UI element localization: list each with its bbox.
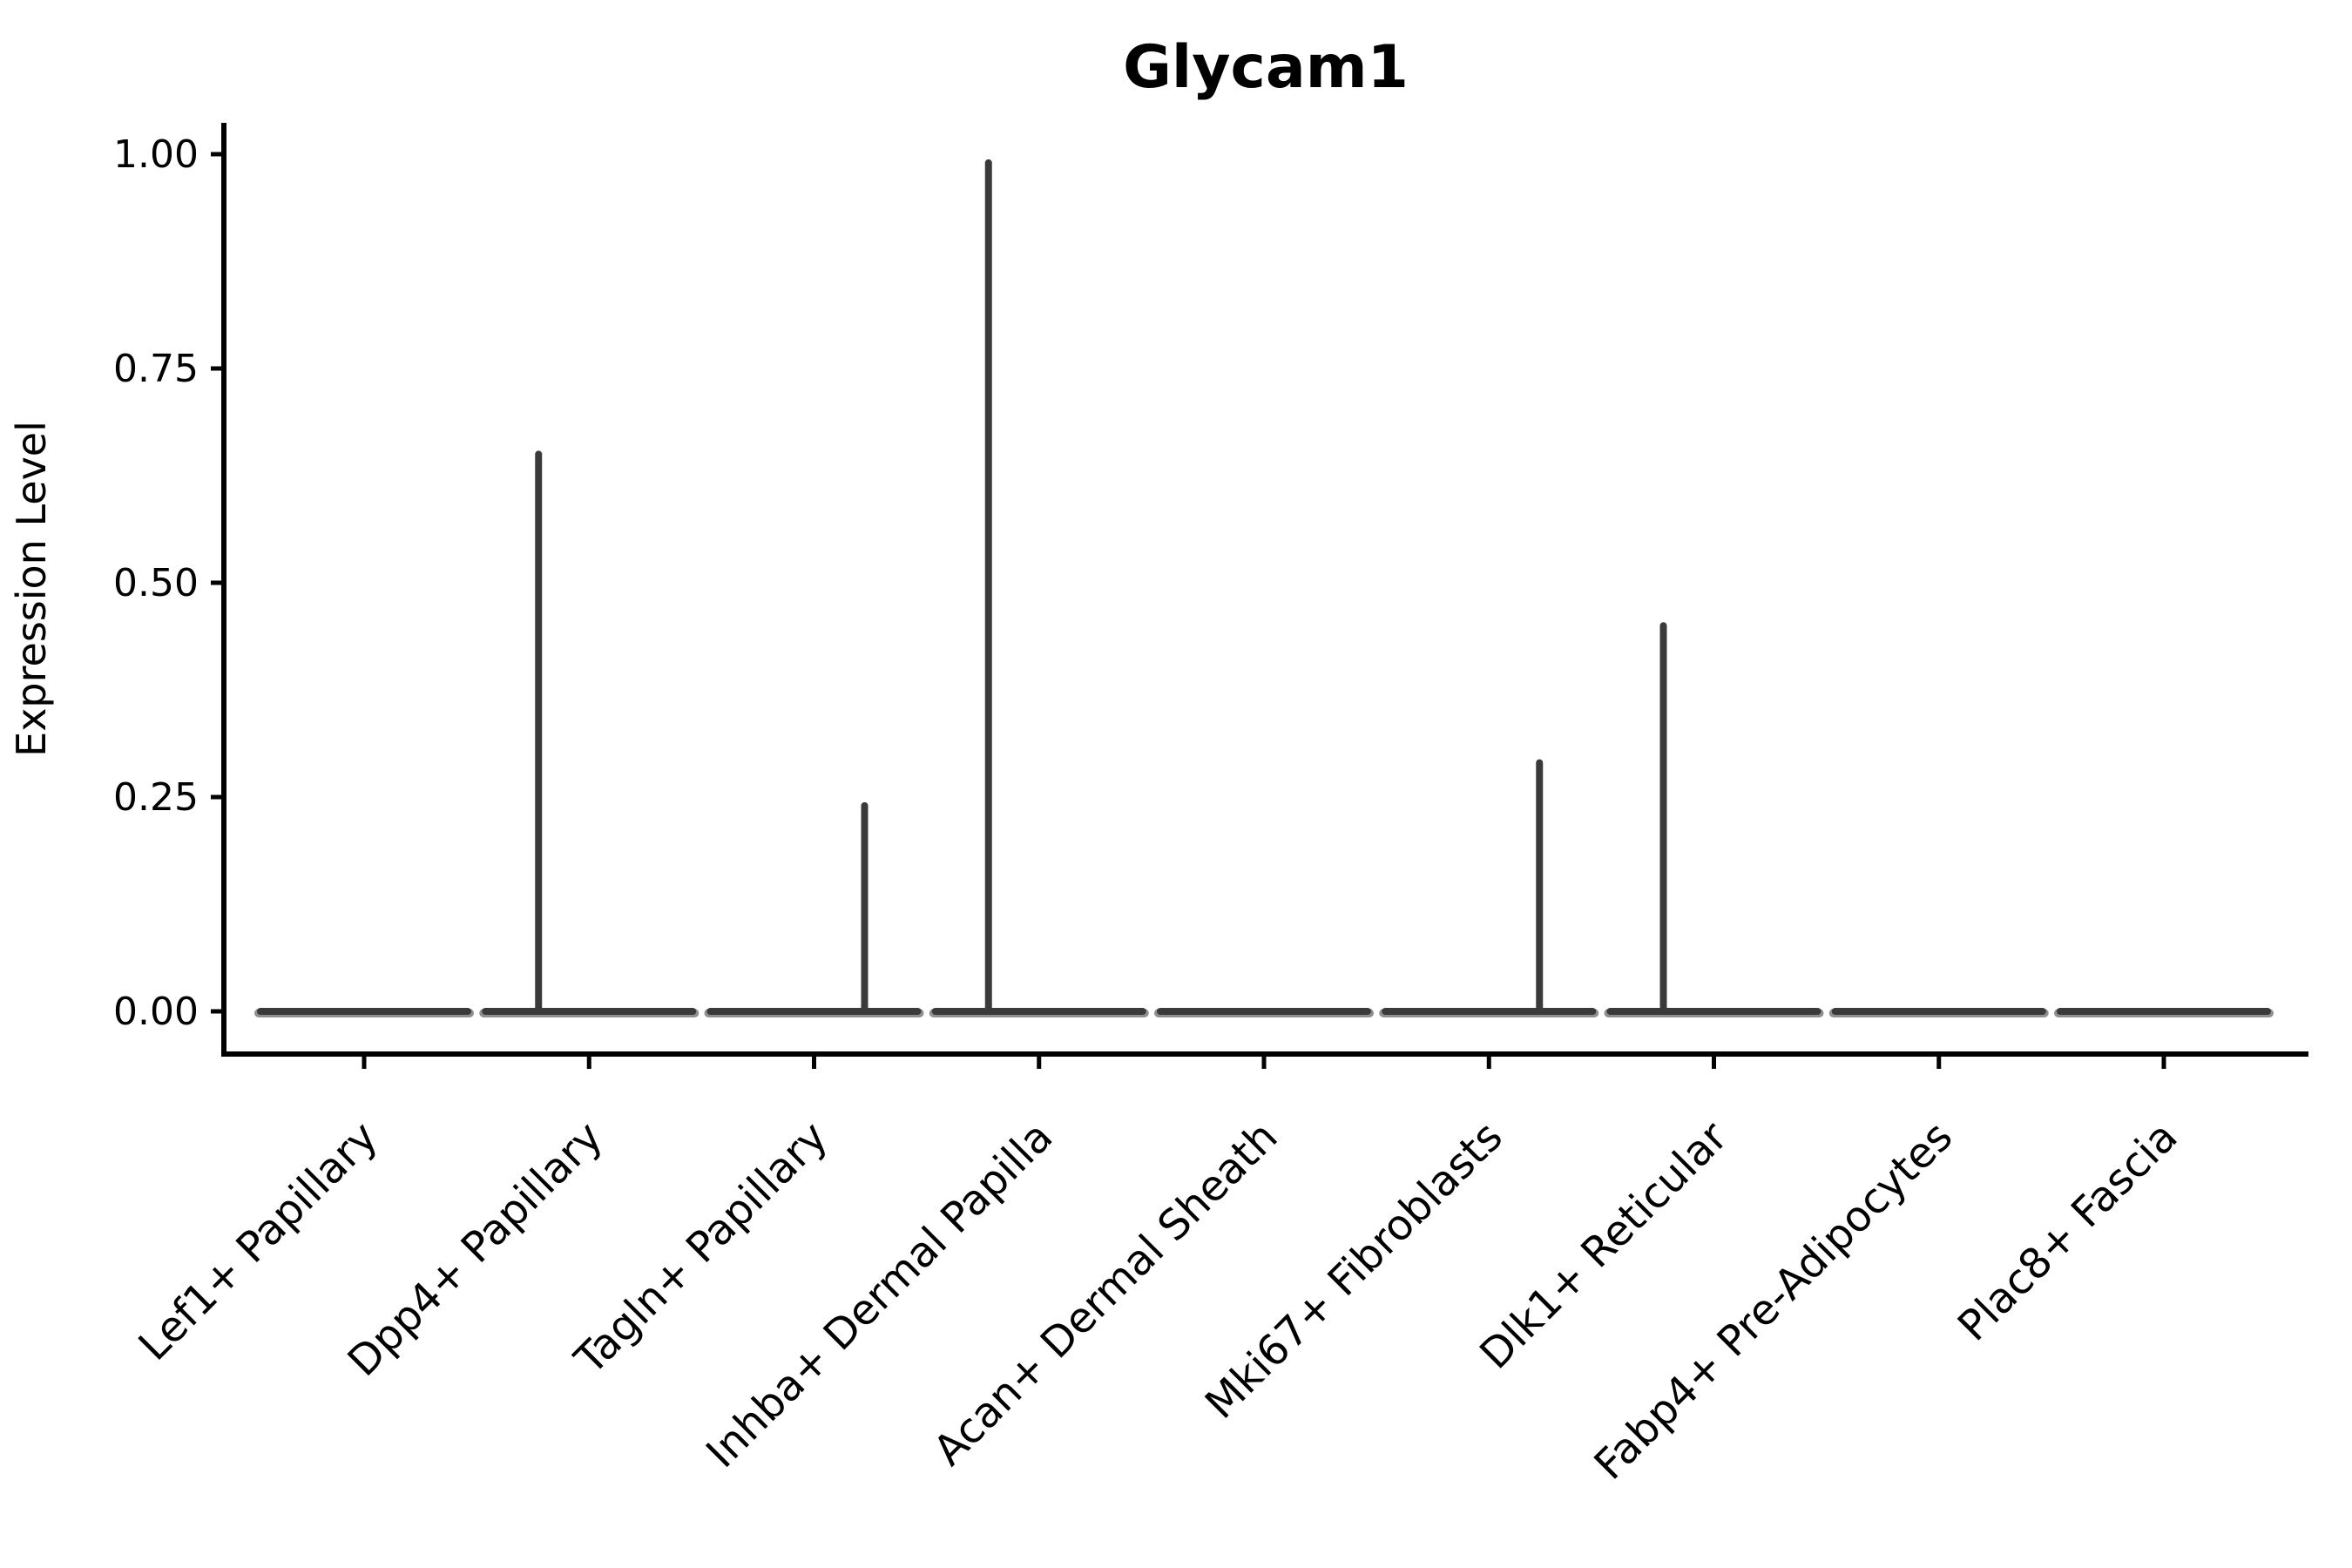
violin-dlk1-reticular (1604, 622, 1824, 1017)
x-tick-label-dlk1-reticular: Dlk1+ Reticular (1470, 1112, 1737, 1379)
axes (221, 123, 2308, 1057)
y-tick-label: 0.25 (113, 775, 199, 820)
violin-acan-dermal-sheath (1154, 1008, 1374, 1017)
violin-tagln-papillary (704, 801, 924, 1017)
y-tick-label: 0.00 (113, 990, 199, 1034)
violin-fabp4-pre-adipocytes (1828, 1008, 2049, 1017)
violin-dpp4-papillary (479, 450, 700, 1017)
x-tick-label-fabp4-pre-adipocytes: Fabp4+ Pre-Adipocytes (1585, 1112, 1963, 1490)
violins (254, 159, 2274, 1017)
y-axis-ticks: 0.00 0.25 0.50 0.75 1.00 (113, 132, 224, 1034)
y-tick-label: 0.75 (113, 347, 199, 391)
x-tick-label-plac8-fascia: Plac8+ Fascia (1949, 1112, 2187, 1351)
y-tick-label: 1.00 (113, 132, 199, 177)
y-axis-label: Expression Level (8, 421, 55, 757)
violin-inhba-dermal-papilla (929, 159, 1149, 1017)
violin-plac8-fascia (2054, 1008, 2274, 1017)
x-tick-label-lef1-papillary: Lef1+ Papillary (130, 1112, 388, 1370)
violin-mki67-fibroblasts (1379, 759, 1599, 1017)
chart-title: Glycam1 (1123, 33, 1409, 102)
y-tick-label: 0.50 (113, 561, 199, 605)
violin-lef1-papillary (254, 1008, 474, 1017)
